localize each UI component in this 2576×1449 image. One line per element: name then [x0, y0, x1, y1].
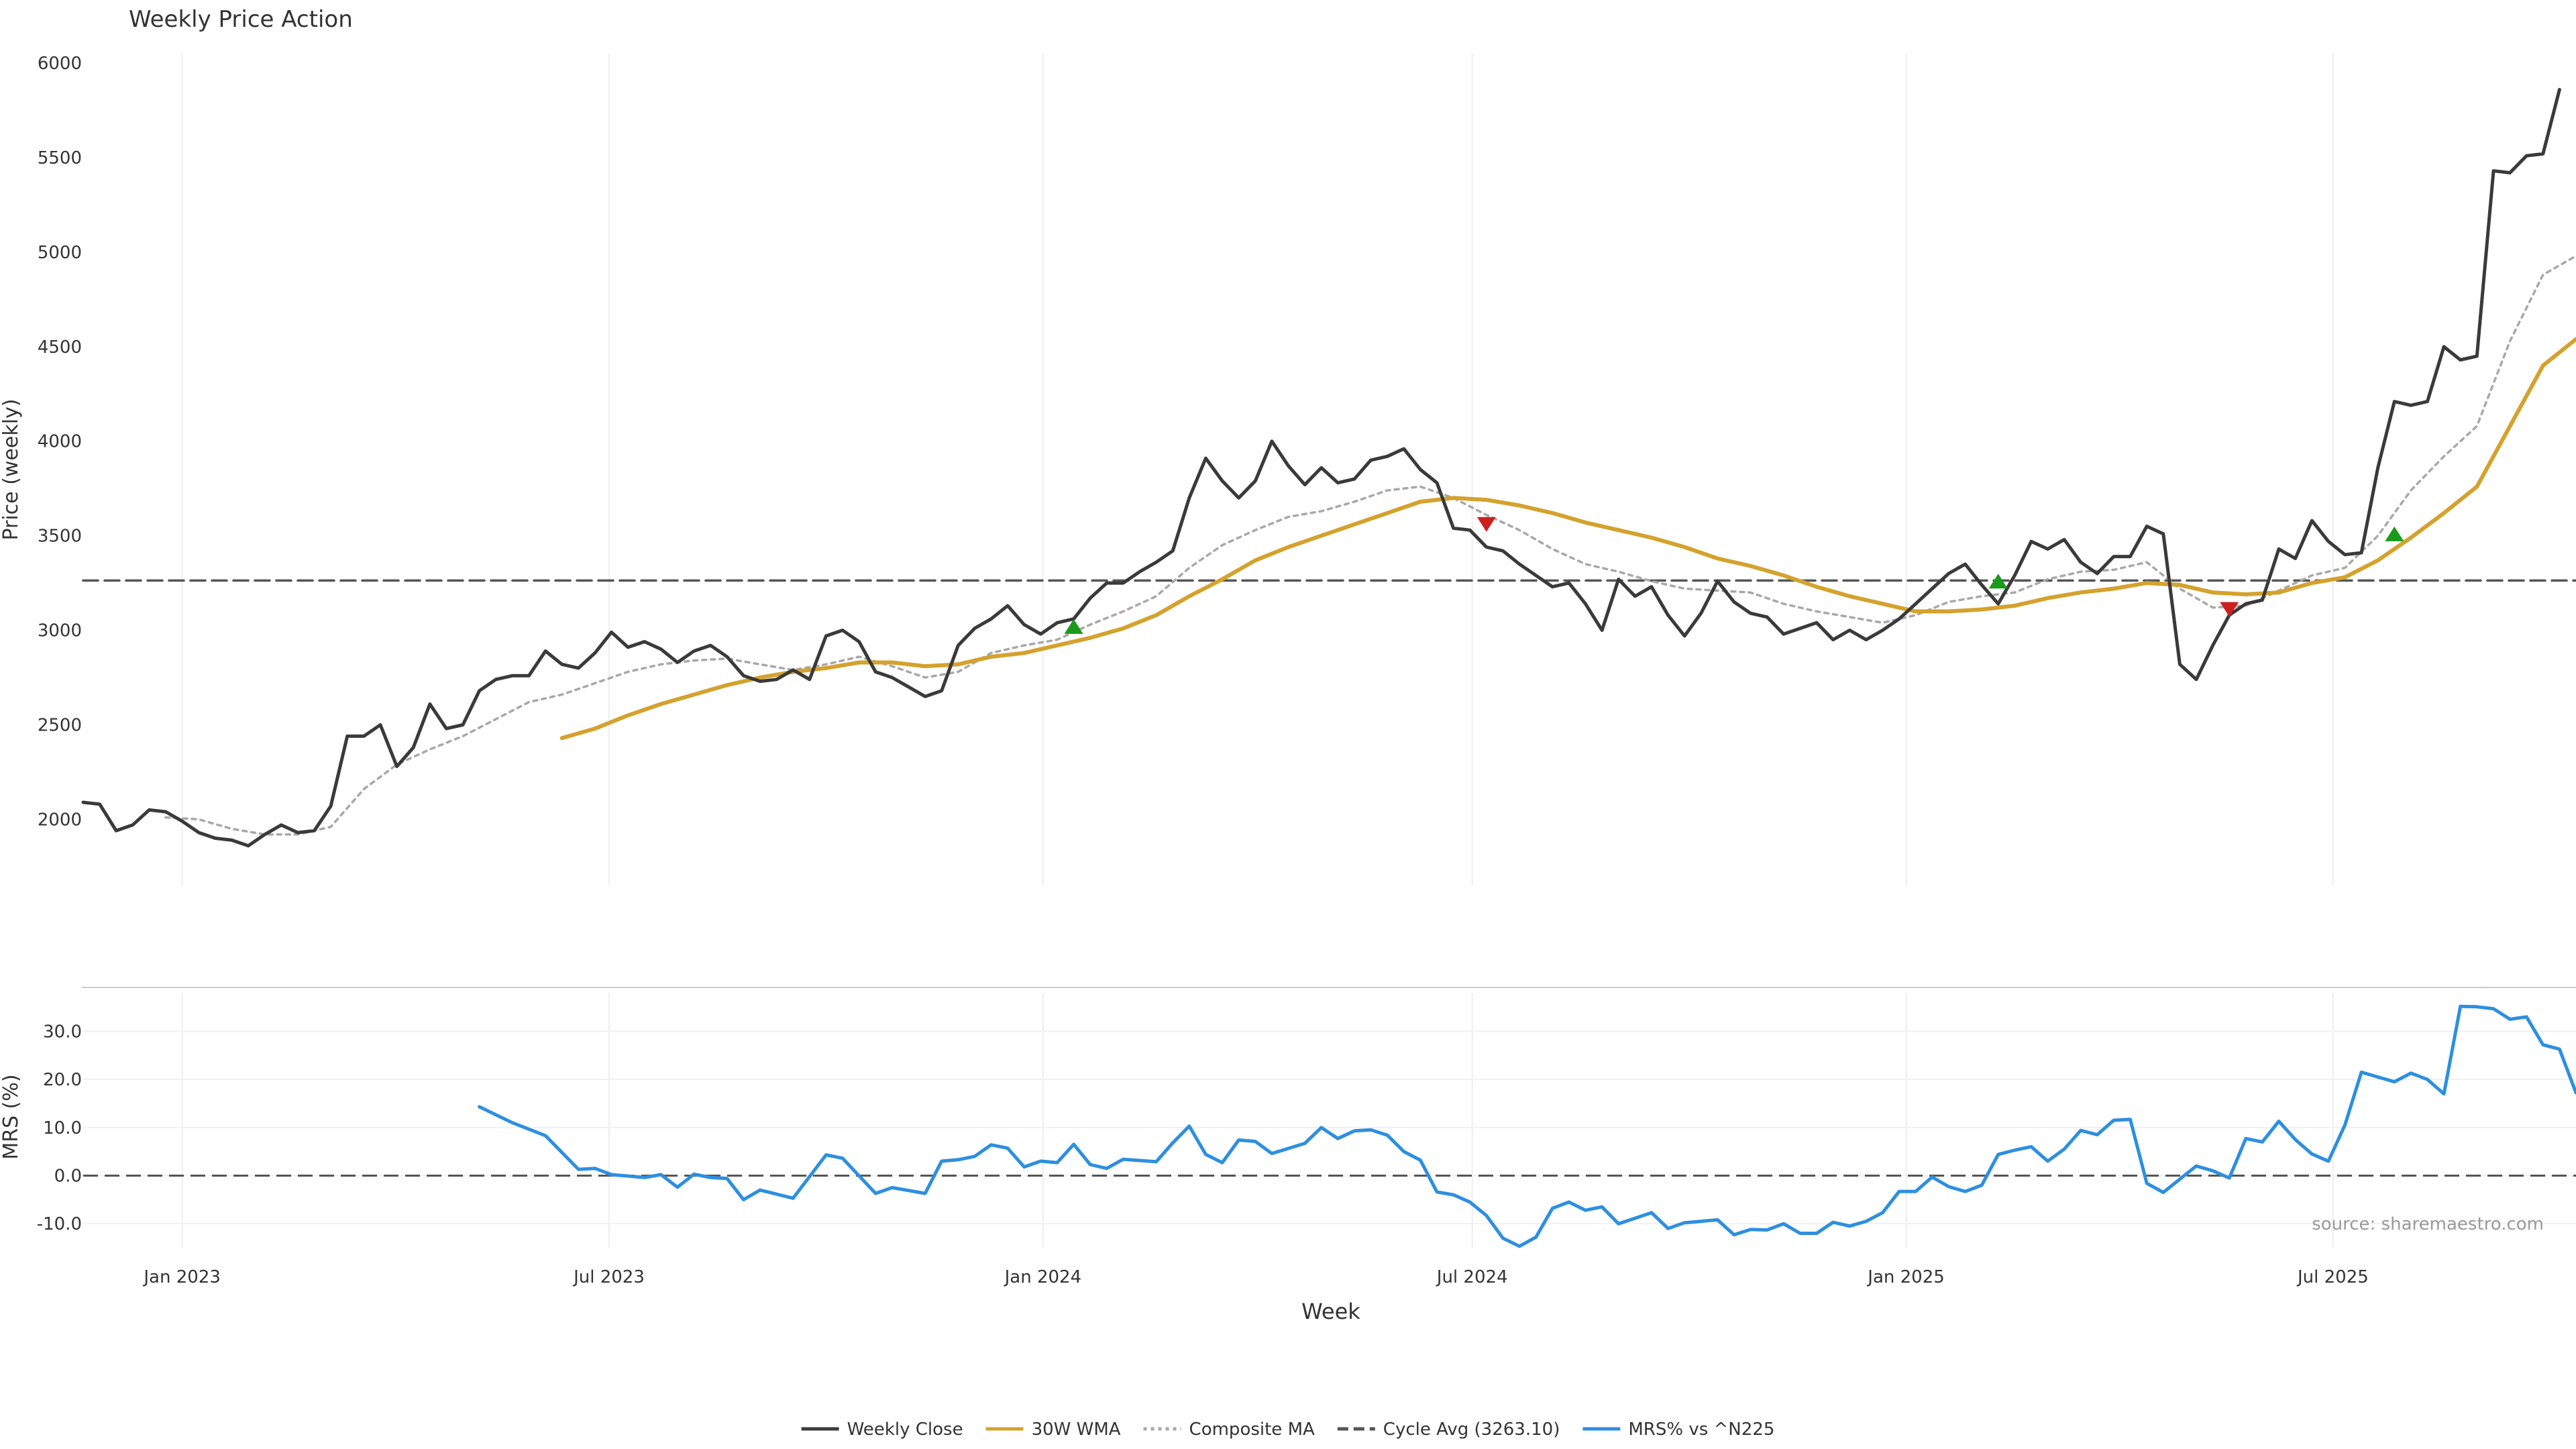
- chart-title: Weekly Price Action: [129, 6, 353, 33]
- sell-signal-marker: [2220, 602, 2239, 617]
- series-30w-wma: [559, 337, 2576, 741]
- mrs-y-tick-label: 0.0: [54, 1166, 82, 1186]
- signal-markers: [1064, 517, 2404, 634]
- price-grid: [181, 54, 2334, 885]
- series-mrs: [478, 1004, 2576, 1248]
- x-tick-label: Jan 2025: [1866, 1267, 1945, 1287]
- legend-item: Cycle Avg (3263.10): [1337, 1419, 1560, 1440]
- x-tick-label: Jul 2024: [1436, 1267, 1508, 1287]
- source-note: source: sharemaestro.com: [2312, 1214, 2544, 1234]
- mrs-y-tick-label: 30.0: [43, 1022, 82, 1042]
- price-y-tick-label: 3000: [38, 621, 82, 641]
- price-y-tick-label: 2500: [38, 715, 82, 735]
- price-y-tick-label: 2000: [38, 810, 82, 830]
- x-tick-label: Jan 2024: [1004, 1267, 1082, 1287]
- price-y-tick-label: 5000: [38, 243, 82, 263]
- legend-label: Composite MA: [1189, 1419, 1315, 1440]
- price-y-tick-label: 4500: [38, 337, 82, 358]
- buy-signal-marker: [2385, 526, 2404, 541]
- sell-signal-marker: [1477, 517, 1496, 532]
- legend-label: Cycle Avg (3263.10): [1383, 1419, 1560, 1440]
- buy-signal-marker: [1988, 574, 2008, 589]
- price-y-axis-label: Price (weekly): [0, 398, 23, 540]
- x-tick-label: Jul 2023: [572, 1267, 645, 1287]
- price-y-tick-label: 3500: [38, 527, 82, 547]
- price-y-tick-label: 4000: [38, 432, 82, 452]
- mrs-y-axis-label: MRS (%): [0, 1074, 23, 1159]
- legend: Weekly Close 30W WMA Composite MA Cycle Avg…: [801, 1419, 1774, 1440]
- mrs-y-tick-label: 10.0: [43, 1118, 82, 1138]
- price-y-ticks: 2000 2500 3000 3500 4000 4500 5000 5500 6000: [38, 54, 82, 830]
- series-weekly-close: [81, 88, 2561, 848]
- mrs-series: [478, 1004, 2576, 1248]
- mrs-y-ticks: -10.0 0.0 10.0 20.0 30.0: [37, 1022, 82, 1234]
- legend-item: MRS% vs ^N225: [1582, 1419, 1774, 1440]
- legend-item: Weekly Close: [801, 1419, 963, 1440]
- legend-label: 30W WMA: [1032, 1419, 1121, 1440]
- legend-label: MRS% vs ^N225: [1628, 1419, 1774, 1440]
- buy-signal-marker: [1064, 619, 1083, 634]
- x-axis-label: Week: [1301, 1299, 1360, 1324]
- legend-item: Composite MA: [1143, 1419, 1315, 1440]
- mrs-grid: [83, 993, 2576, 1248]
- legend-item: 30W WMA: [985, 1419, 1121, 1440]
- mrs-y-tick-label: -10.0: [37, 1214, 82, 1234]
- price-y-tick-label: 5500: [38, 148, 82, 168]
- mrs-y-tick-label: 20.0: [43, 1070, 82, 1090]
- legend-label: Weekly Close: [847, 1419, 963, 1440]
- x-tick-label: Jan 2023: [142, 1267, 221, 1287]
- x-tick-label: Jul 2025: [2296, 1267, 2369, 1287]
- x-axis-ticks: Jan 2023 Jul 2023 Jan 2024 Jul 2024 Jan 2025…: [142, 1267, 2368, 1287]
- price-y-tick-label: 6000: [38, 54, 82, 74]
- price-series: [81, 88, 2576, 848]
